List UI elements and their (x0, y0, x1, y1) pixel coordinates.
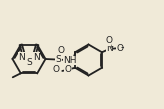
Text: O: O (52, 65, 60, 73)
Text: O: O (64, 65, 71, 74)
Text: O: O (116, 44, 123, 53)
Text: S: S (26, 58, 32, 67)
Text: N: N (19, 53, 25, 62)
Text: S: S (56, 55, 61, 64)
Text: N: N (106, 44, 113, 53)
Text: -: - (120, 42, 124, 52)
Text: +: + (108, 44, 114, 49)
Text: O: O (58, 45, 64, 54)
Text: NH: NH (63, 56, 77, 65)
Text: N: N (33, 53, 40, 62)
Text: O: O (105, 36, 112, 45)
